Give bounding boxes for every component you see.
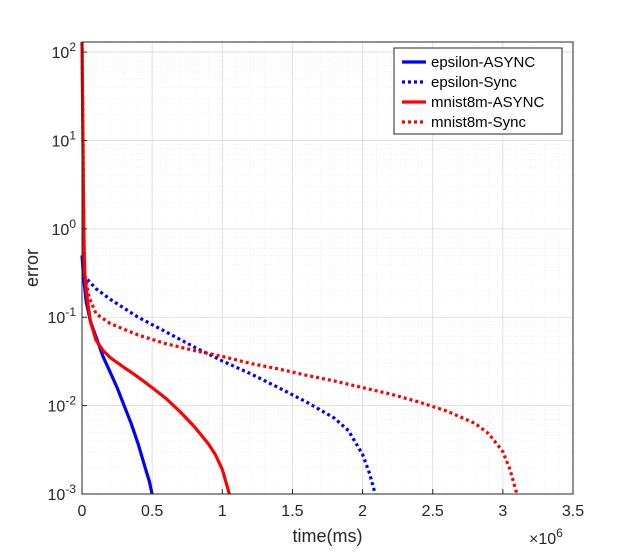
y-tick-label: 102 <box>52 40 77 62</box>
x-axis-label: time(ms) <box>293 526 363 546</box>
legend-entry: epsilon-Sync <box>431 74 517 91</box>
x-tick-label: 1.5 <box>281 503 303 520</box>
series-line-epsilon-Sync <box>82 274 377 495</box>
y-tick-label: 100 <box>52 217 77 239</box>
legend-entry: mnist8m-Sync <box>431 114 527 131</box>
series-line-epsilon-ASYNC <box>80 255 154 495</box>
x-tick-label: 0 <box>78 503 87 520</box>
minor-grid <box>82 42 573 494</box>
x-axis-ticks: 0 0.5 1 1.5 2 2.5 3 3.5 <box>78 489 584 520</box>
plot-lines <box>80 41 519 495</box>
y-axis-ticks: 102 101 100 10-1 10-2 10-3 <box>48 40 87 504</box>
x-tick-label: 3.5 <box>562 503 584 520</box>
x-multiplier-base: ×10 <box>529 531 556 548</box>
x-tick-label: 0.5 <box>141 503 163 520</box>
x-tick-label: 1 <box>218 503 227 520</box>
x-tick-label: 2 <box>358 503 367 520</box>
y-tick-label: 10-3 <box>48 482 77 504</box>
legend-entry: epsilon-ASYNC <box>431 54 535 71</box>
legend-entry: mnist8m-ASYNC <box>431 94 545 111</box>
x-axis-multiplier: ×106 <box>529 526 563 548</box>
x-tick-label: 2.5 <box>422 503 444 520</box>
series-line-mnist8m-ASYNC <box>80 41 231 495</box>
y-tick-label: 10-2 <box>48 394 77 416</box>
legend: epsilon-ASYNC epsilon-Sync mnist8m-ASYNC mn… <box>393 47 563 135</box>
y-tick-label: 101 <box>52 128 77 150</box>
x-tick-label: 3 <box>498 503 507 520</box>
y-tick-label: 10-1 <box>48 305 77 327</box>
x-multiplier-exponent: 6 <box>556 526 563 540</box>
axes-frame <box>81 41 574 495</box>
y-axis-label: error <box>22 249 42 287</box>
